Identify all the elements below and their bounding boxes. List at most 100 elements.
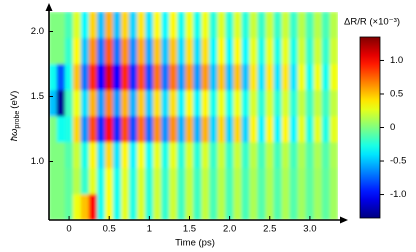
- heatmap-cell: [313, 193, 323, 220]
- heatmap-cell: [72, 141, 82, 169]
- heatmap-cell: [185, 167, 194, 195]
- heatmap-cell: [201, 167, 210, 195]
- y-tick-label: 1.0: [31, 156, 44, 167]
- heatmap-cell: [265, 193, 275, 220]
- heatmap-cell: [217, 167, 226, 195]
- heatmap-cell: [88, 37, 98, 65]
- y-tick-label: 2.0: [31, 26, 44, 37]
- heatmap-cell: [297, 167, 307, 195]
- heatmap-cell: [72, 12, 82, 39]
- heatmap-cell: [161, 37, 170, 65]
- heatmap-cell: [241, 12, 250, 39]
- heatmap-cell: [249, 89, 259, 117]
- heatmap-cell: [281, 89, 291, 117]
- heatmap-cell: [281, 193, 291, 220]
- heatmap-cell: [49, 89, 58, 117]
- heatmap-cell: [329, 141, 338, 169]
- heatmap-cell: [233, 167, 242, 195]
- heatmap-cell: [169, 37, 178, 65]
- x-tick-label: 0.5: [103, 224, 116, 235]
- heatmap-cell: [104, 89, 114, 117]
- heatmap-cell: [193, 12, 202, 39]
- heatmap-cell: [145, 89, 154, 117]
- heatmap-cell: [273, 89, 283, 117]
- heatmap-cell: [209, 115, 218, 143]
- heatmap-cell: [305, 141, 315, 169]
- heatmap-cell: [225, 12, 234, 39]
- heatmap-cell: [233, 141, 242, 169]
- heatmap-cell: [96, 89, 106, 117]
- heatmap-cell: [297, 37, 307, 65]
- heatmap-cell: [145, 167, 154, 195]
- heatmap-cell: [88, 115, 98, 143]
- heatmap-cell: [104, 63, 114, 91]
- heatmap-cell: [249, 12, 259, 39]
- heatmap-cell: [273, 115, 283, 143]
- heatmap-cell: [56, 141, 66, 169]
- heatmap-cell: [209, 141, 218, 169]
- heatmap-cell: [225, 37, 234, 65]
- heatmap-cell: [128, 141, 138, 169]
- heatmap-cell: [305, 115, 315, 143]
- heatmap-cell: [257, 89, 267, 117]
- x-axis-label: Time (ps): [175, 238, 215, 249]
- heatmap-cell: [169, 193, 178, 220]
- heatmap-cell: [104, 141, 114, 169]
- heatmap-cell: [104, 12, 114, 39]
- heatmap-cell: [321, 141, 331, 169]
- heatmap-cell: [273, 63, 283, 91]
- heatmap-cell: [321, 37, 331, 65]
- heatmap-cell: [128, 89, 138, 117]
- colorbar-tick-label: -0.5: [390, 156, 406, 167]
- heatmap-cell: [225, 193, 234, 220]
- heatmap-cell: [193, 115, 202, 143]
- heatmap-cell: [289, 63, 299, 91]
- heatmap-cell: [313, 89, 323, 117]
- heatmap-cell: [313, 141, 323, 169]
- heatmap-cell: [49, 141, 58, 169]
- heatmap-cell: [177, 89, 186, 117]
- heatmap-cell: [120, 193, 130, 220]
- heatmap-cell: [241, 37, 250, 65]
- heatmap-cell: [313, 115, 323, 143]
- heatmap-cell: [329, 63, 338, 91]
- heatmap-cell: [56, 193, 66, 220]
- y-label-unit: (eV): [9, 91, 20, 109]
- heatmap-cell: [49, 12, 58, 39]
- heatmap-cell: [88, 89, 98, 117]
- heatmap-cell: [96, 141, 106, 169]
- heatmap-cell: [88, 12, 98, 39]
- heatmap-cell: [217, 12, 226, 39]
- heatmap-cell: [329, 115, 338, 143]
- heatmap-cell: [185, 37, 194, 65]
- heatmap-cell: [88, 63, 98, 91]
- heatmap-cell: [169, 141, 178, 169]
- heatmap-cell: [137, 115, 146, 143]
- colorbar-tick-label: 0: [390, 122, 395, 133]
- heatmap-cell: [64, 12, 74, 39]
- heatmap-cell: [64, 167, 74, 195]
- heatmap-cell: [161, 141, 170, 169]
- heatmap-cell: [329, 12, 338, 39]
- heatmap-cell: [257, 37, 267, 65]
- colorbar-tick-label: -1.0: [390, 189, 406, 200]
- heatmap-cell: [265, 37, 275, 65]
- heatmap-cell: [96, 167, 106, 195]
- heatmap-cell: [161, 193, 170, 220]
- heatmap-cell: [321, 89, 331, 117]
- heatmap-cell: [56, 89, 66, 117]
- heatmap-cell: [257, 141, 267, 169]
- heatmap-cell: [153, 193, 162, 220]
- heatmap-cell: [305, 193, 315, 220]
- heatmap-cell: [161, 89, 170, 117]
- heatmap-cell: [96, 115, 106, 143]
- heatmap-cell: [96, 37, 106, 65]
- heatmap-cell: [265, 115, 275, 143]
- heatmap-cell: [305, 12, 315, 39]
- heatmap-cell: [177, 12, 186, 39]
- heatmap-cell: [193, 141, 202, 169]
- heatmap-cell: [137, 193, 146, 220]
- heatmap-cell: [145, 37, 154, 65]
- heatmap-cell: [217, 141, 226, 169]
